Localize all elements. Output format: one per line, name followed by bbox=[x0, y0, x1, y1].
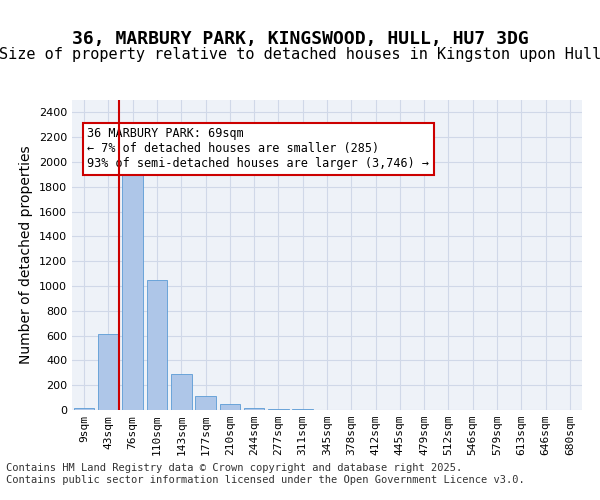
Bar bbox=[171, 374, 191, 410]
Text: 36, MARBURY PARK, KINGSWOOD, HULL, HU7 3DG: 36, MARBURY PARK, KINGSWOOD, HULL, HU7 3… bbox=[71, 30, 529, 48]
Text: Contains HM Land Registry data © Crown copyright and database right 2025.
Contai: Contains HM Land Registry data © Crown c… bbox=[6, 464, 525, 485]
Bar bbox=[268, 409, 289, 410]
Bar bbox=[98, 334, 119, 410]
Y-axis label: Number of detached properties: Number of detached properties bbox=[19, 146, 34, 364]
Text: 36 MARBURY PARK: 69sqm
← 7% of detached houses are smaller (285)
93% of semi-det: 36 MARBURY PARK: 69sqm ← 7% of detached … bbox=[88, 128, 430, 170]
Bar bbox=[195, 396, 216, 410]
Bar bbox=[220, 404, 240, 410]
Bar bbox=[122, 174, 143, 410]
Bar bbox=[74, 408, 94, 410]
Text: Size of property relative to detached houses in Kingston upon Hull: Size of property relative to detached ho… bbox=[0, 48, 600, 62]
Bar bbox=[146, 280, 167, 410]
Bar bbox=[244, 408, 265, 410]
